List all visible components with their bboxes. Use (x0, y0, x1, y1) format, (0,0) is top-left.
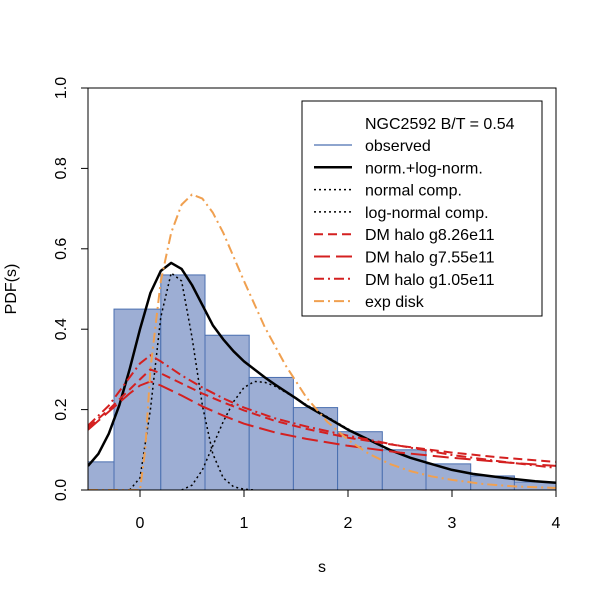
series-line-normal-comp- (129, 272, 255, 490)
x-tick-label-2: 2 (344, 515, 353, 532)
series-lines (88, 193, 556, 490)
histogram-bar-4 (248, 376, 294, 490)
x-tick-label-0: 0 (136, 515, 145, 532)
x-axis: 0 1 2 3 4 (136, 490, 561, 532)
y-axis-label: PDF(s) (3, 264, 20, 315)
legend-label-4: DM halo g8.26e11 (365, 227, 495, 244)
legend-title: NGC2592 B/T = 0.54 (365, 116, 515, 133)
series-line-dm-halo-g7-55e11 (88, 380, 556, 467)
histogram-bar-5 (292, 407, 339, 490)
y-tick-label-0: 0.0 (53, 479, 70, 501)
plot-frame (87, 87, 557, 491)
x-tick-label-3: 3 (448, 515, 457, 532)
y-tick-label-1: 0.2 (53, 398, 70, 420)
y-tick-label-2: 0.4 (53, 318, 70, 340)
y-tick-label-4: 0.8 (53, 157, 70, 179)
x-axis-label: s (318, 559, 326, 576)
legend-label-1: norm.+log-norm. (365, 160, 483, 177)
legend: NGC2592 B/T = 0.54 observed norm.+log-nor… (301, 100, 543, 317)
histogram-bar-2 (160, 274, 206, 490)
series-line-exp-disk (88, 193, 556, 490)
legend-label-0: observed (365, 138, 431, 155)
histogram-bar-6 (337, 431, 383, 490)
x-tick-label-1: 1 (240, 515, 249, 532)
x-tick-label-4: 4 (552, 515, 561, 532)
legend-label-6: DM halo g1.05e11 (365, 272, 495, 289)
series-line-dm-halo-g1-05e11 (88, 354, 556, 469)
legend-label-2: normal comp. (365, 183, 462, 200)
y-tick-label-5: 1.0 (53, 77, 70, 99)
histogram-bar-0 (88, 461, 115, 490)
y-axis: 0.0 0.2 0.4 0.6 0.8 1.0 (53, 77, 88, 501)
legend-label-3: log-normal comp. (365, 205, 489, 222)
y-tick-label-3: 0.6 (53, 238, 70, 260)
legend-label-7: exp disk (365, 294, 425, 311)
legend-label-5: DM halo g7.55e11 (365, 250, 495, 267)
legend-box (301, 100, 543, 317)
